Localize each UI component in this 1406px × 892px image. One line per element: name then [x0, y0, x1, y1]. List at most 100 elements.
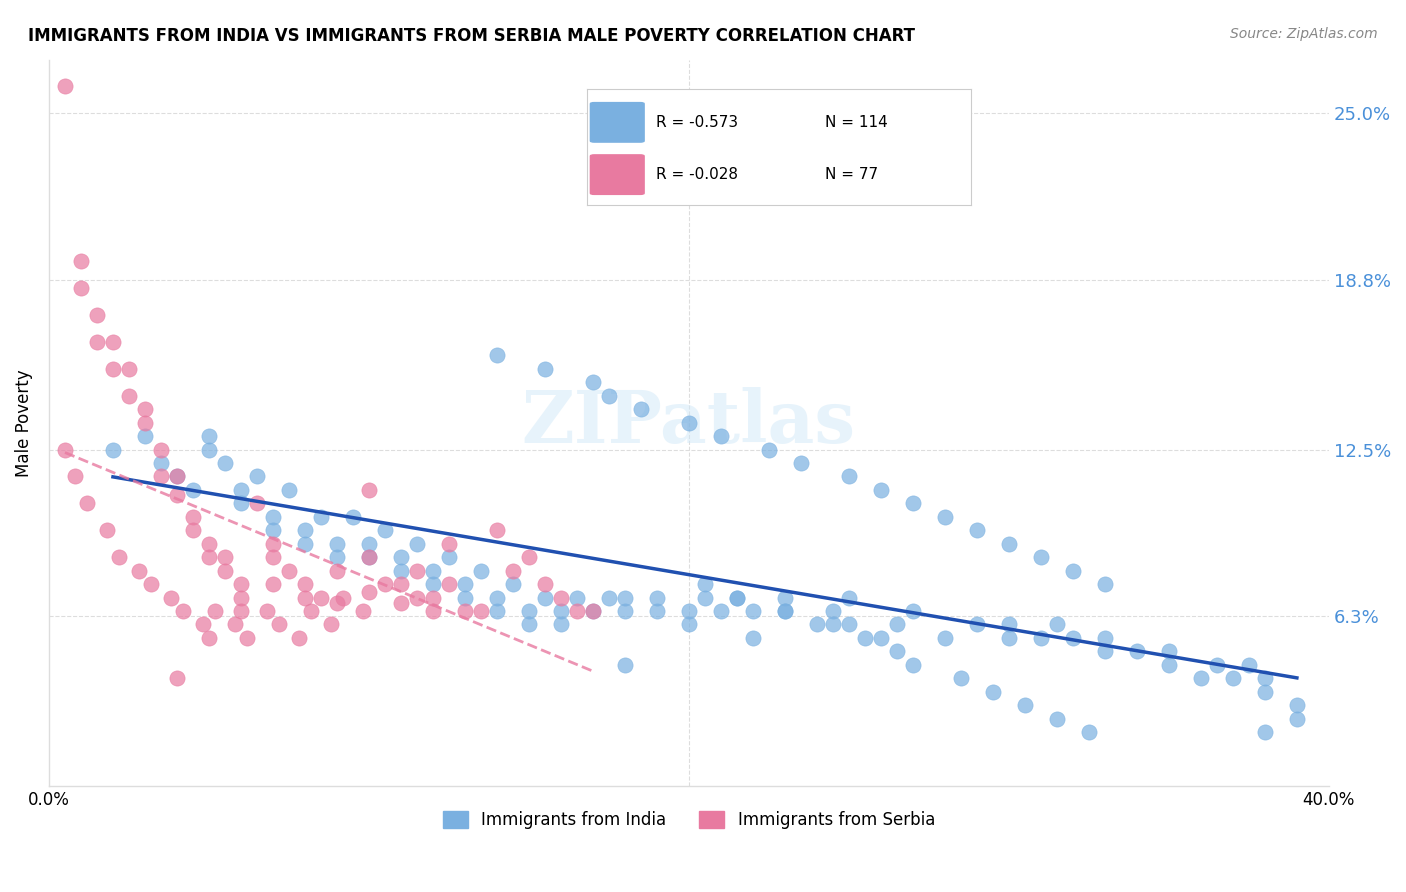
Point	[389, 550, 412, 565]
Point	[773, 604, 796, 618]
Point	[422, 564, 444, 578]
Point	[294, 537, 316, 551]
Point	[278, 564, 301, 578]
Point	[613, 604, 636, 618]
Point	[406, 564, 429, 578]
Point	[773, 604, 796, 618]
Point	[278, 483, 301, 497]
Point	[966, 617, 988, 632]
Point	[86, 308, 108, 322]
Point	[229, 591, 252, 605]
Point	[1285, 698, 1308, 712]
Point	[204, 604, 226, 618]
Point	[613, 657, 636, 672]
Point	[166, 469, 188, 483]
Point	[118, 389, 141, 403]
Point	[934, 509, 956, 524]
Point	[742, 604, 765, 618]
Point	[550, 617, 572, 632]
Point	[1254, 671, 1277, 685]
Point	[630, 402, 652, 417]
Point	[246, 496, 269, 510]
Point	[229, 496, 252, 510]
Point	[790, 456, 813, 470]
Point	[389, 596, 412, 610]
Point	[287, 631, 309, 645]
Point	[598, 389, 620, 403]
Point	[886, 644, 908, 658]
Point	[773, 591, 796, 605]
Point	[1254, 725, 1277, 739]
Point	[422, 577, 444, 591]
Point	[565, 591, 588, 605]
Point	[534, 591, 557, 605]
Point	[998, 537, 1021, 551]
Point	[128, 564, 150, 578]
Point	[454, 591, 477, 605]
Point	[357, 585, 380, 599]
Point	[821, 617, 844, 632]
Point	[86, 334, 108, 349]
Point	[742, 631, 765, 645]
Point	[326, 596, 349, 610]
Point	[332, 591, 354, 605]
Point	[437, 550, 460, 565]
Point	[191, 617, 214, 632]
Point	[1094, 631, 1116, 645]
Point	[1094, 577, 1116, 591]
Point	[485, 604, 508, 618]
Point	[101, 334, 124, 349]
Point	[1126, 644, 1149, 658]
Point	[198, 442, 221, 457]
Point	[725, 591, 748, 605]
Text: IMMIGRANTS FROM INDIA VS IMMIGRANTS FROM SERBIA MALE POVERTY CORRELATION CHART: IMMIGRANTS FROM INDIA VS IMMIGRANTS FROM…	[28, 27, 915, 45]
Point	[214, 456, 236, 470]
Point	[374, 523, 396, 537]
Point	[550, 604, 572, 618]
Point	[517, 604, 540, 618]
Point	[949, 671, 972, 685]
Point	[470, 564, 492, 578]
Point	[269, 617, 291, 632]
Point	[76, 496, 98, 510]
Point	[326, 564, 349, 578]
Point	[198, 550, 221, 565]
Point	[1157, 657, 1180, 672]
Point	[870, 483, 893, 497]
Point	[198, 537, 221, 551]
Point	[901, 496, 924, 510]
Point	[101, 442, 124, 457]
Point	[565, 604, 588, 618]
Point	[172, 604, 194, 618]
Point	[886, 617, 908, 632]
Point	[262, 550, 284, 565]
Point	[821, 604, 844, 618]
Point	[710, 604, 733, 618]
Point	[134, 429, 156, 443]
Point	[166, 488, 188, 502]
Point	[141, 577, 163, 591]
Point	[262, 537, 284, 551]
Point	[326, 550, 349, 565]
Point	[198, 631, 221, 645]
Point	[352, 604, 374, 618]
Point	[1046, 712, 1069, 726]
Point	[166, 469, 188, 483]
Point	[181, 523, 204, 537]
Point	[710, 429, 733, 443]
Point	[1094, 644, 1116, 658]
Point	[357, 537, 380, 551]
Point	[678, 416, 700, 430]
Point	[229, 577, 252, 591]
Point	[70, 281, 93, 295]
Point	[838, 591, 860, 605]
Point	[236, 631, 259, 645]
Point	[309, 509, 332, 524]
Point	[645, 604, 668, 618]
Point	[901, 657, 924, 672]
Point	[149, 456, 172, 470]
Point	[108, 550, 131, 565]
Text: Source: ZipAtlas.com: Source: ZipAtlas.com	[1230, 27, 1378, 41]
Point	[1014, 698, 1036, 712]
Point	[966, 523, 988, 537]
